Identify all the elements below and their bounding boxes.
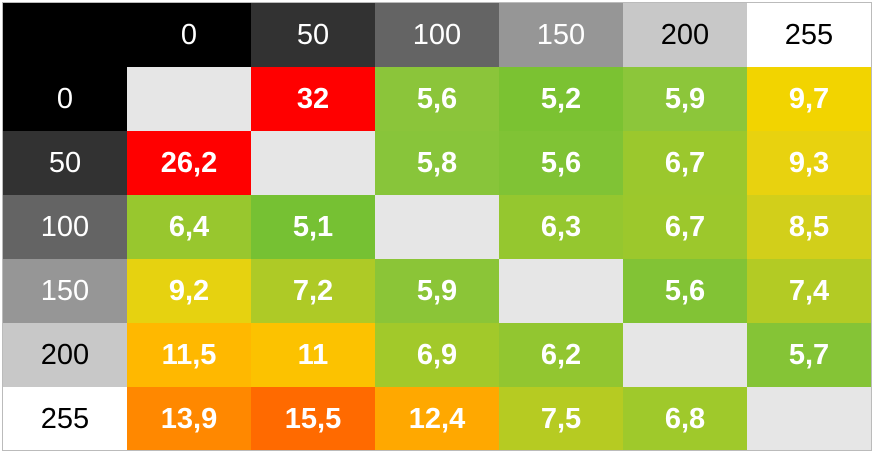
- value-cell: 7,5: [499, 387, 623, 451]
- value-cell: 5,2: [499, 67, 623, 131]
- value-cell: 9,3: [747, 131, 871, 195]
- value-cell: 11,5: [127, 323, 251, 387]
- value-cell: 6,7: [623, 195, 747, 259]
- corner-cell: [3, 3, 127, 67]
- row-header: 100: [3, 195, 127, 259]
- value-cell: 9,7: [747, 67, 871, 131]
- row-header: 200: [3, 323, 127, 387]
- value-cell: 6,8: [623, 387, 747, 451]
- value-cell: 5,1: [251, 195, 375, 259]
- value-cell: 11: [251, 323, 375, 387]
- value-cell: 6,4: [127, 195, 251, 259]
- value-cell: [251, 131, 375, 195]
- column-header: 100: [375, 3, 499, 67]
- value-cell: 5,6: [623, 259, 747, 323]
- value-cell: 6,2: [499, 323, 623, 387]
- value-cell: 5,7: [747, 323, 871, 387]
- value-cell: 13,9: [127, 387, 251, 451]
- value-cell: 12,4: [375, 387, 499, 451]
- value-cell: 6,3: [499, 195, 623, 259]
- row-header: 150: [3, 259, 127, 323]
- value-cell: 7,4: [747, 259, 871, 323]
- column-header: 200: [623, 3, 747, 67]
- row-header: 50: [3, 131, 127, 195]
- value-cell: 26,2: [127, 131, 251, 195]
- value-cell: 32: [251, 67, 375, 131]
- value-cell: 5,6: [499, 131, 623, 195]
- value-cell: 5,6: [375, 67, 499, 131]
- value-cell: [747, 387, 871, 451]
- value-cell: 5,9: [623, 67, 747, 131]
- value-cell: [499, 259, 623, 323]
- value-cell: [127, 67, 251, 131]
- value-cell: 7,2: [251, 259, 375, 323]
- value-cell: 6,7: [623, 131, 747, 195]
- value-cell: 6,9: [375, 323, 499, 387]
- value-cell: 8,5: [747, 195, 871, 259]
- row-header: 255: [3, 387, 127, 451]
- value-cell: [623, 323, 747, 387]
- value-cell: [375, 195, 499, 259]
- row-header: 0: [3, 67, 127, 131]
- column-header: 0: [127, 3, 251, 67]
- column-header: 50: [251, 3, 375, 67]
- value-cell: 5,8: [375, 131, 499, 195]
- column-header: 150: [499, 3, 623, 67]
- column-header: 255: [747, 3, 871, 67]
- value-cell: 9,2: [127, 259, 251, 323]
- value-cell: 5,9: [375, 259, 499, 323]
- value-cell: 15,5: [251, 387, 375, 451]
